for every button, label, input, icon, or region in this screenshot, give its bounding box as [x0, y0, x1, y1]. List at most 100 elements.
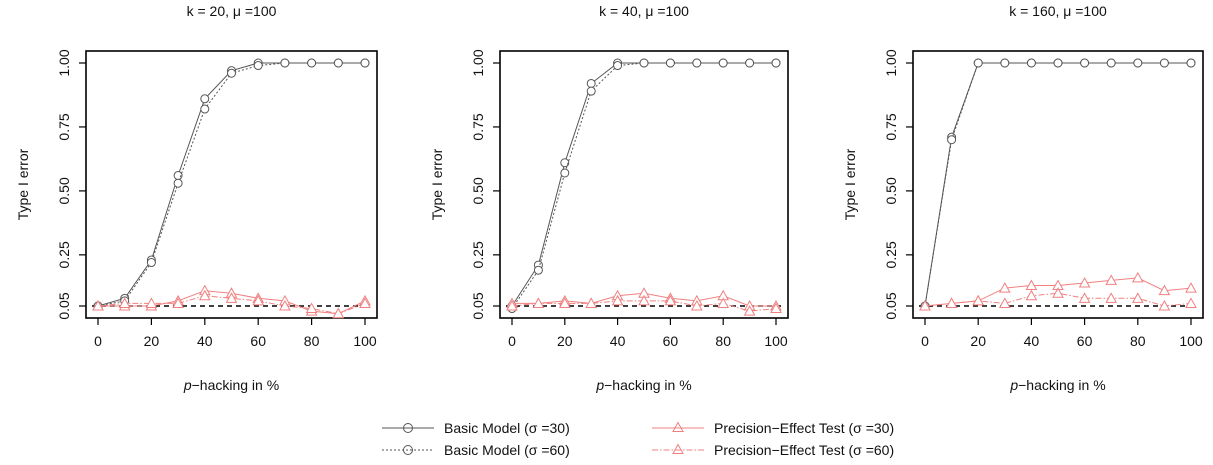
x-tick-label: 100	[353, 333, 377, 349]
x-tick-label: 40	[1024, 333, 1040, 349]
legend-item-pet-30: Precision−Effect Test (σ =30)	[650, 417, 894, 439]
data-point	[945, 297, 958, 308]
data-point	[1158, 284, 1171, 296]
data-point	[560, 158, 570, 168]
data-point	[333, 58, 343, 68]
panel-title: k = 20, μ =100	[187, 3, 277, 19]
data-point	[200, 94, 210, 104]
data-point	[585, 297, 598, 308]
y-tick-label: 0.75	[56, 113, 72, 140]
legend-key-basic-30	[382, 423, 434, 433]
data-point	[1078, 276, 1091, 288]
plot-frame	[85, 50, 378, 319]
data-point	[1185, 297, 1197, 308]
data-point	[1053, 58, 1063, 68]
data-point	[145, 297, 158, 308]
series-line-1	[924, 62, 1191, 307]
data-point	[560, 168, 570, 178]
y-tick-label: 0.75	[470, 113, 486, 140]
data-point	[359, 297, 371, 308]
data-point	[998, 297, 1011, 308]
data-point	[771, 58, 781, 68]
y-tick-label: 1.00	[470, 49, 486, 76]
data-point	[1080, 58, 1090, 68]
data-point	[718, 58, 728, 68]
y-tick-label: 0.05	[56, 292, 72, 319]
series-line-2	[97, 62, 365, 307]
legend-item-pet-60: Precision−Effect Test (σ =60)	[650, 439, 894, 461]
data-point	[1025, 289, 1038, 301]
x-tick-label: 0	[94, 333, 102, 349]
panel-2: k = 40, μ =100 0 20 40 60 80 100 0.05 0.25 0.50 0.…	[429, 3, 789, 393]
data-point	[745, 58, 755, 68]
legend-key-basic-60	[382, 445, 434, 455]
y-axis-title: Type I error	[15, 148, 31, 220]
y-tick-label: 0.25	[883, 241, 899, 268]
x-tick-label: 0	[508, 333, 516, 349]
legend-key-pet-60	[652, 443, 704, 454]
y-tick-label: 1.00	[883, 49, 899, 76]
data-point	[947, 135, 957, 145]
panel-title: k = 40, μ =100	[599, 3, 689, 19]
data-point	[307, 58, 317, 68]
panel-1: k = 20, μ =100 0 20 40 60 80 100 0.05 0.25 0.50 0.…	[15, 3, 378, 393]
x-tick-label: 20	[557, 333, 573, 349]
y-tick-label: 1.00	[56, 49, 72, 76]
data-point	[611, 294, 624, 306]
y-tick-label: 0.50	[470, 177, 486, 204]
y-tick-label: 0.25	[56, 241, 72, 268]
series-line-1	[511, 62, 776, 307]
data-point	[717, 297, 730, 308]
panel-3: k = 160, μ =100 0 20 40 60 80 100 0.05 0.25 0.50 0…	[842, 3, 1204, 393]
series-line-2	[511, 62, 776, 309]
data-point	[558, 297, 571, 308]
data-point	[998, 282, 1011, 293]
data-point	[586, 78, 596, 88]
data-point	[252, 294, 265, 306]
data-point	[225, 292, 238, 303]
data-point	[279, 299, 291, 311]
data-point	[533, 265, 543, 275]
data-point	[1106, 58, 1116, 68]
y-tick-label: 0.05	[470, 292, 486, 319]
y-axis-title: Type I error	[429, 148, 445, 220]
data-point	[919, 299, 931, 311]
x-axis-title: p−hacking in %	[595, 377, 691, 393]
x-axis-title: p−hacking in %	[183, 377, 279, 393]
panel-title: k = 160, μ =100	[1009, 3, 1107, 19]
data-point	[92, 299, 104, 311]
data-point	[1000, 58, 1010, 68]
data-point	[200, 104, 210, 114]
x-tick-label: 60	[250, 333, 266, 349]
data-point	[280, 58, 290, 68]
x-tick-label: 80	[715, 333, 731, 349]
data-point	[586, 86, 596, 96]
data-point	[664, 294, 677, 306]
x-tick-label: 100	[764, 333, 788, 349]
y-tick-label: 0.75	[883, 113, 899, 140]
x-tick-label: 100	[1179, 333, 1203, 349]
data-point	[1159, 58, 1169, 68]
y-tick-label: 0.50	[883, 177, 899, 204]
x-tick-label: 60	[1077, 333, 1093, 349]
data-point	[360, 58, 370, 68]
legend-key-pet-30	[652, 421, 704, 432]
data-point	[1185, 282, 1197, 293]
data-point	[1131, 292, 1144, 303]
legend-item-basic-30: Basic Model (σ =30)	[380, 417, 570, 439]
x-tick-label: 20	[144, 333, 160, 349]
data-point	[253, 61, 263, 71]
data-point	[506, 299, 518, 311]
data-point	[639, 58, 649, 68]
legend-label-basic-30: Basic Model (σ =30)	[444, 420, 570, 436]
data-point	[665, 58, 675, 68]
x-tick-label: 60	[663, 333, 679, 349]
data-point	[1052, 287, 1064, 298]
plot-frame	[499, 50, 789, 319]
x-tick-label: 0	[921, 333, 929, 349]
x-tick-label: 40	[610, 333, 626, 349]
data-point	[972, 294, 985, 306]
data-point	[1025, 279, 1038, 291]
data-point	[198, 289, 211, 301]
